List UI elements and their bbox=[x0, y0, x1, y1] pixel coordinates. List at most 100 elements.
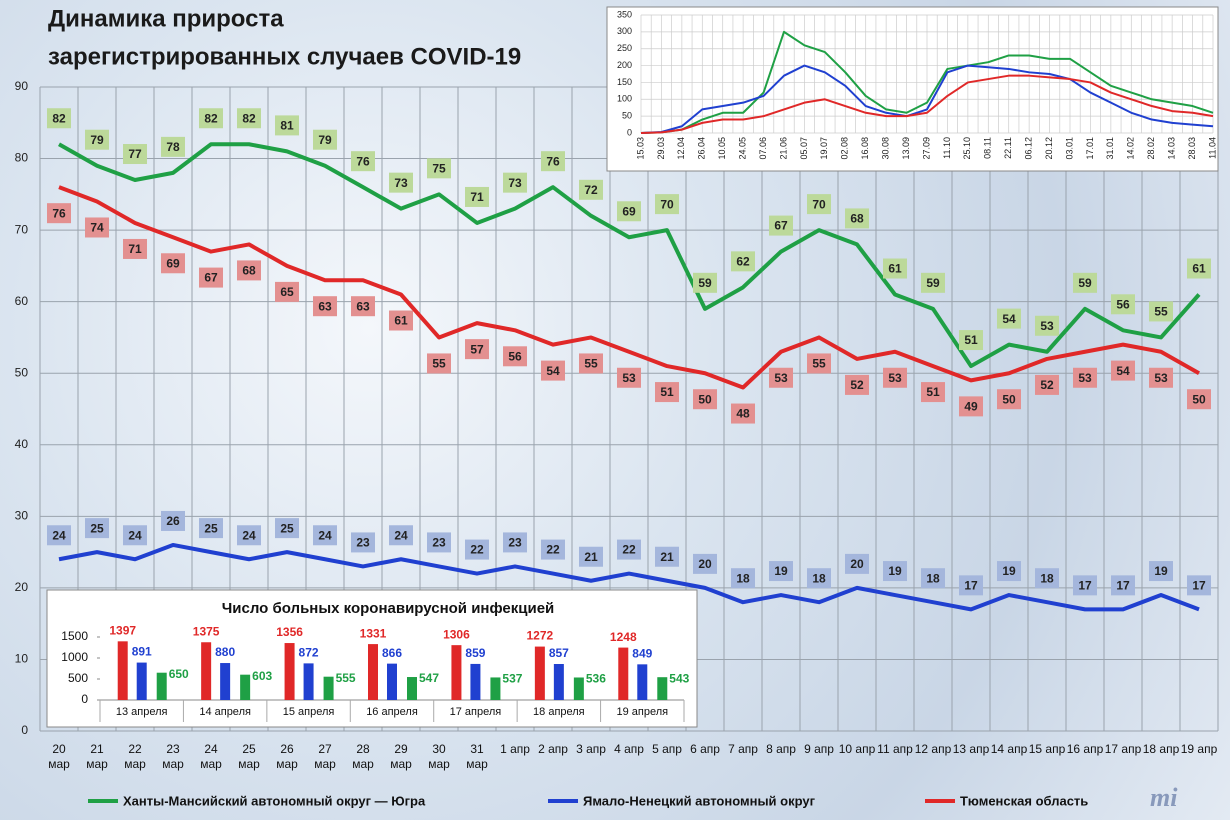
value-label-box bbox=[579, 179, 603, 200]
bar bbox=[201, 642, 212, 700]
value-label: 51 bbox=[964, 333, 978, 347]
legend-label: Тюменская область bbox=[960, 793, 1088, 808]
x-tick-label: 10.05 bbox=[717, 137, 727, 160]
x-tick-label: 19.07 bbox=[819, 137, 829, 160]
value-label: 23 bbox=[508, 536, 522, 550]
value-label: 67 bbox=[774, 219, 788, 233]
value-label: 56 bbox=[1116, 297, 1130, 311]
x-tick-label: 4 апр bbox=[614, 742, 644, 756]
y-tick-label: 70 bbox=[15, 222, 29, 236]
y-tick-label: 0 bbox=[81, 692, 88, 706]
value-label-box bbox=[85, 217, 109, 238]
value-label: 54 bbox=[546, 364, 560, 378]
value-label-box bbox=[389, 525, 413, 546]
x-tick-label: 13.09 bbox=[901, 137, 911, 160]
value-label-box bbox=[1149, 367, 1173, 388]
logo: mi bbox=[1150, 783, 1178, 812]
bar bbox=[284, 643, 295, 700]
value-label: 59 bbox=[698, 276, 712, 290]
x-tick-label: 13 апр bbox=[952, 742, 990, 756]
value-label-box bbox=[503, 346, 527, 367]
value-label: 18 bbox=[1040, 571, 1054, 585]
value-label-box bbox=[655, 546, 679, 567]
value-label: 76 bbox=[356, 154, 370, 168]
value-label-box bbox=[275, 281, 299, 302]
bar bbox=[657, 677, 668, 700]
inset-frame bbox=[606, 6, 1219, 172]
value-label: 20 bbox=[850, 557, 864, 571]
bar bbox=[637, 664, 648, 700]
value-label-box bbox=[199, 267, 223, 288]
y-tick-label: 60 bbox=[15, 294, 29, 308]
value-label-box bbox=[313, 296, 337, 317]
line bbox=[640, 64, 1214, 134]
value-label: 50 bbox=[698, 392, 712, 406]
x-tick-label: 16.08 bbox=[860, 137, 870, 160]
inset-line-chart: 0 50 100 150 200 250 300 350 15.03 29.03 12.04 26.0… bbox=[606, 6, 1219, 172]
value-label-box bbox=[959, 396, 983, 417]
x-tick-label: 2 апр bbox=[538, 742, 568, 756]
value-label-box bbox=[161, 253, 185, 274]
value-label-box bbox=[541, 360, 565, 381]
x-tick-label: 15.03 bbox=[635, 137, 645, 160]
x-tick-label: 31.01 bbox=[1105, 137, 1115, 160]
x-tick-label: 27.09 bbox=[921, 137, 931, 160]
value-label-box bbox=[1073, 367, 1097, 388]
x-tick-label: 20 мар bbox=[48, 742, 70, 771]
value-label: 555 bbox=[336, 671, 356, 685]
line bbox=[58, 185, 1200, 390]
value-label-box bbox=[541, 151, 565, 172]
legend-label: Ямало-Ненецкий автономный округ bbox=[583, 793, 816, 808]
x-tick-label: 3 апр bbox=[576, 742, 606, 756]
value-label: 67 bbox=[204, 271, 218, 285]
value-label: 53 bbox=[774, 371, 788, 385]
x-tick-label: 29.03 bbox=[656, 137, 666, 160]
value-label: 78 bbox=[166, 140, 180, 154]
value-label: 1375 bbox=[193, 624, 220, 638]
value-label-box bbox=[921, 382, 945, 403]
value-label-box bbox=[617, 539, 641, 560]
value-label: 650 bbox=[169, 667, 189, 681]
bar bbox=[220, 663, 231, 700]
value-label-box bbox=[199, 518, 223, 539]
bar bbox=[323, 676, 334, 700]
value-label: 63 bbox=[318, 299, 332, 313]
x-tick-label: 6 апр bbox=[690, 742, 720, 756]
x-tick-label: 10 апр bbox=[838, 742, 876, 756]
value-label: 82 bbox=[204, 111, 218, 125]
value-label: 849 bbox=[632, 647, 652, 661]
value-label-box bbox=[1187, 389, 1211, 410]
value-label: 536 bbox=[586, 672, 606, 686]
x-tick-label: 26 мар bbox=[276, 742, 298, 771]
value-label: 880 bbox=[215, 645, 235, 659]
bar bbox=[117, 641, 128, 700]
value-label: 22 bbox=[470, 543, 484, 557]
x-tick-label: 22 мар bbox=[124, 742, 146, 771]
bar bbox=[136, 662, 147, 700]
value-label-box bbox=[579, 546, 603, 567]
y-tick-label: 250 bbox=[617, 43, 632, 53]
value-label: 17 bbox=[1116, 579, 1130, 593]
value-label-box bbox=[123, 238, 147, 259]
value-label: 55 bbox=[584, 357, 598, 371]
bar bbox=[534, 646, 545, 700]
value-label-box bbox=[237, 525, 261, 546]
value-label-box bbox=[693, 389, 717, 410]
value-label: 547 bbox=[419, 671, 439, 685]
value-label-box bbox=[85, 129, 109, 150]
value-label: 54 bbox=[1116, 364, 1130, 378]
value-label-box bbox=[769, 561, 793, 582]
value-label: 17 bbox=[1078, 579, 1092, 593]
value-label: 22 bbox=[546, 543, 560, 557]
value-label: 56 bbox=[508, 349, 522, 363]
value-label: 537 bbox=[502, 672, 522, 686]
value-label: 859 bbox=[465, 646, 485, 660]
value-label: 26 bbox=[166, 514, 180, 528]
value-label-box bbox=[1073, 272, 1097, 293]
value-label: 25 bbox=[204, 521, 218, 535]
value-label: 68 bbox=[242, 264, 256, 278]
line bbox=[640, 74, 1214, 134]
value-label: 79 bbox=[90, 133, 104, 147]
value-label: 55 bbox=[432, 357, 446, 371]
x-tick-label: 1 апр bbox=[500, 742, 530, 756]
